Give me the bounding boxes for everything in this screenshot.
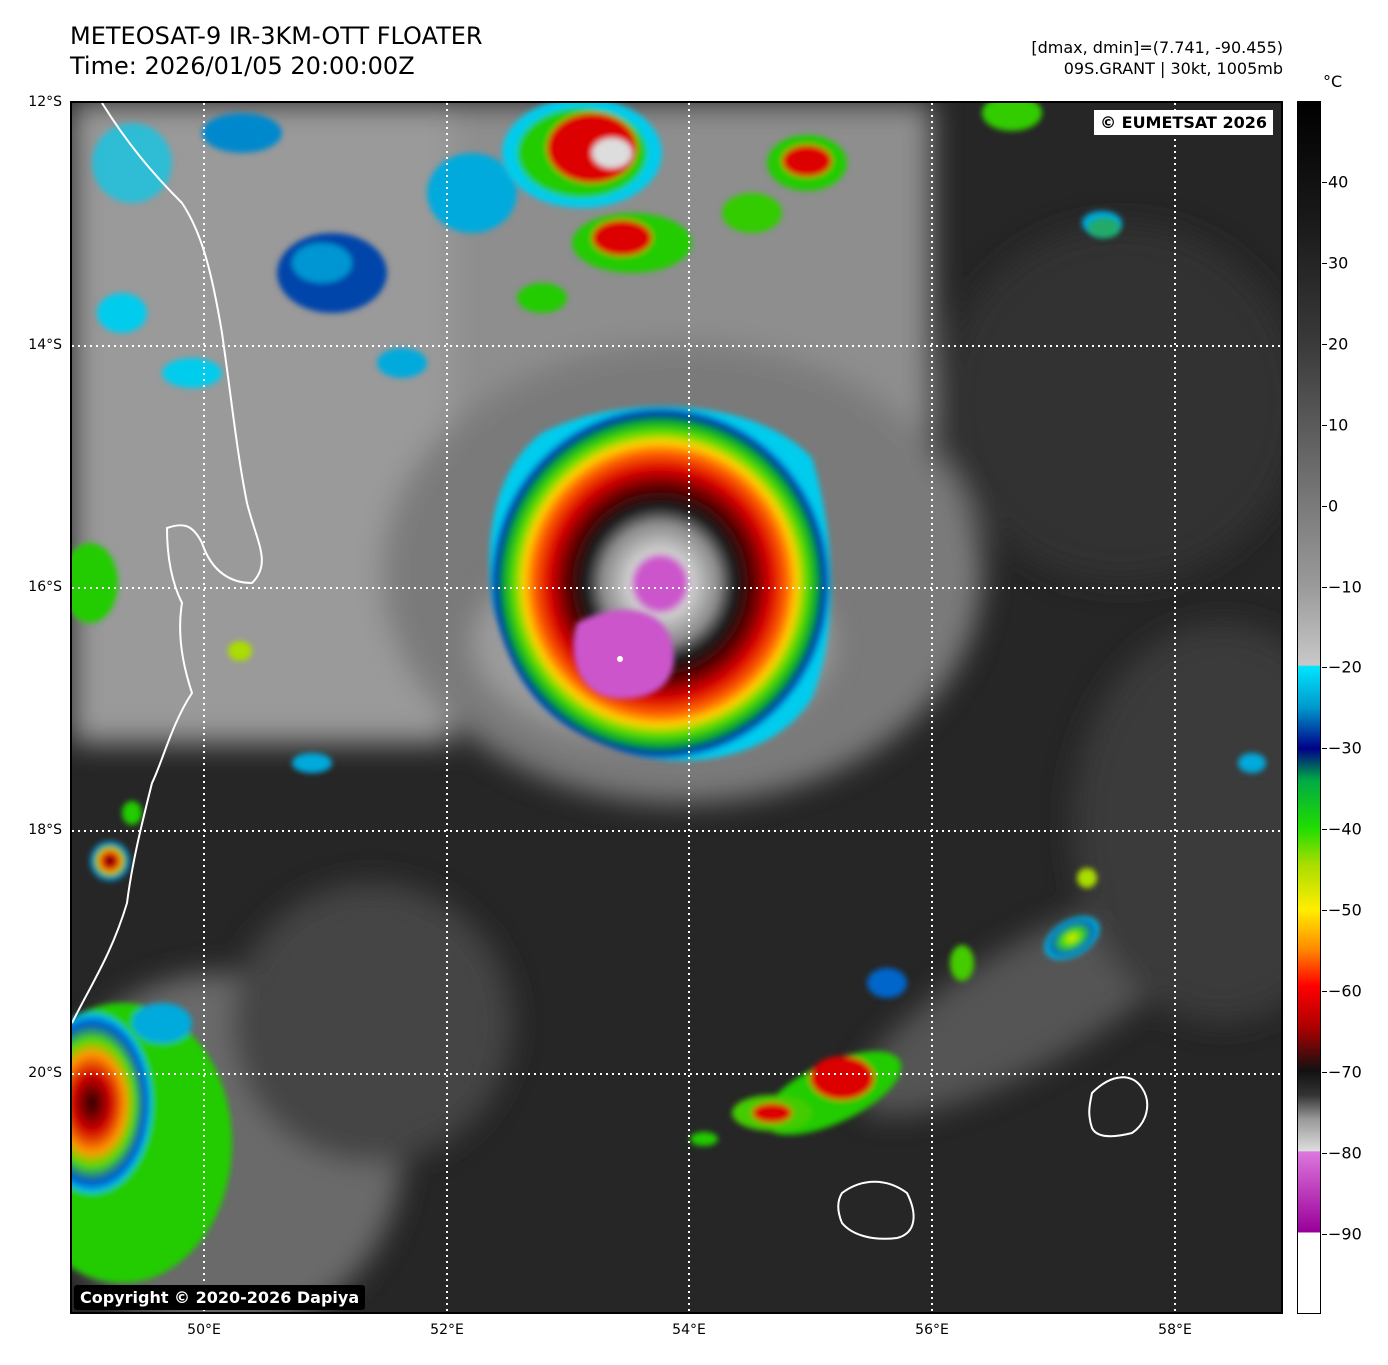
colorbar-tick	[1322, 667, 1327, 668]
storm-cloud	[472, 406, 832, 761]
dapiya-credit: Copyright © 2020-2026 Dapiya	[74, 1285, 366, 1310]
colorbar-label-30: 30	[1328, 253, 1349, 273]
colorbar-label-minus80: −80	[1328, 1143, 1362, 1163]
colorbar-tick	[1322, 910, 1327, 911]
data-range-text: [dmax, dmin]=(7.741, -90.455)	[1031, 38, 1283, 57]
colorbar-label-0: 0	[1328, 496, 1339, 516]
timestamp: Time: 2026/01/05 20:00:00Z	[70, 52, 415, 80]
convection-southeast	[690, 218, 1266, 1146]
eumetsat-credit: © EUMETSAT 2026	[1094, 110, 1273, 135]
lon-label-56e: 56°E	[915, 1322, 949, 1338]
colorbar-label-minus90: −90	[1328, 1224, 1362, 1244]
colorbar-tick	[1322, 506, 1327, 507]
lat-label-18s: 18°S	[28, 822, 62, 838]
colorbar-tick	[1322, 1153, 1327, 1154]
lon-label-58e: 58°E	[1158, 1322, 1192, 1338]
coastline	[72, 103, 1149, 1240]
colorbar-label-minus50: −50	[1328, 900, 1362, 920]
convection-west	[72, 543, 332, 1283]
colorbar-tick	[1322, 182, 1327, 183]
temperature-colorbar	[1297, 101, 1321, 1314]
colorbar-label-minus20: −20	[1328, 657, 1362, 677]
colorbar-label-minus30: −30	[1328, 738, 1362, 758]
colorbar-tick	[1322, 748, 1327, 749]
lon-label-54e: 54°E	[672, 1322, 706, 1338]
colorbar-tick	[1322, 587, 1327, 588]
lat-label-20s: 20°S	[28, 1065, 62, 1081]
colorbar-label-minus70: −70	[1328, 1062, 1362, 1082]
lat-label-16s: 16°S	[28, 579, 62, 595]
storm-info-text: 09S.GRANT | 30kt, 1005mb	[1063, 59, 1283, 78]
colorbar-tick	[1322, 263, 1327, 264]
colorbar-label-10: 10	[1328, 415, 1349, 435]
colorbar-unit: °C	[1323, 72, 1343, 91]
colorbar-tick	[1322, 1234, 1327, 1235]
convection-nw	[92, 113, 517, 388]
lon-label-50e: 50°E	[187, 1322, 221, 1338]
colorbar-tick	[1322, 344, 1327, 345]
colorbar-tick	[1322, 829, 1327, 830]
lat-label-14s: 14°S	[28, 337, 62, 353]
colorbar-label-minus40: −40	[1328, 819, 1362, 839]
convection-north	[502, 103, 1122, 313]
colorbar-label-40: 40	[1328, 172, 1349, 192]
colorbar-tick	[1322, 1072, 1327, 1073]
colorbar-label-minus10: −10	[1328, 577, 1362, 597]
satellite-map[interactable]: © EUMETSAT 2026 Copyright © 2020-2026 Da…	[70, 101, 1283, 1314]
colorbar-label-minus60: −60	[1328, 981, 1362, 1001]
lat-label-12s: 12°S	[28, 94, 62, 110]
chart-title: METEOSAT-9 IR-3KM-OTT FLOATER	[70, 22, 483, 50]
lon-label-52e: 52°E	[430, 1322, 464, 1338]
colorbar-label-20: 20	[1328, 334, 1349, 354]
colorbar-tick	[1322, 991, 1327, 992]
colorbar-tick	[1322, 425, 1327, 426]
satellite-imagery	[72, 103, 1281, 1312]
